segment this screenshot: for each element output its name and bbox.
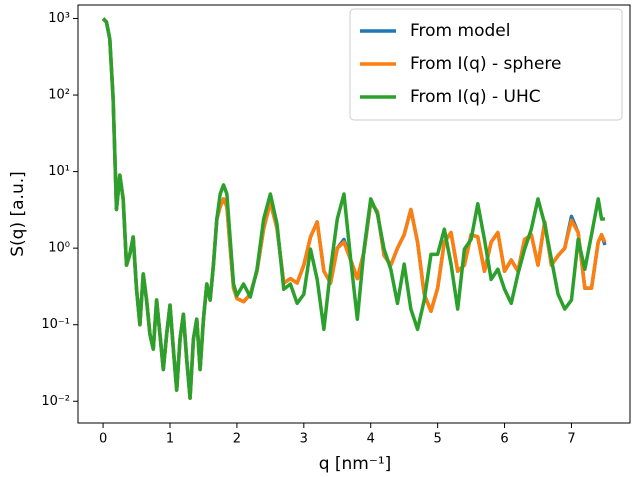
y-tick-label: 10¹	[48, 164, 70, 179]
legend-label: From I(q) - sphere	[410, 54, 562, 74]
legend-label: From I(q) - UHC	[410, 87, 541, 107]
y-tick-label: 10⁰	[48, 241, 70, 256]
x-tick-label: 7	[567, 432, 575, 447]
legend-box	[349, 8, 623, 121]
y-tick-label: 10³	[48, 11, 70, 26]
y-axis-label: S(q) [a.u.]	[8, 171, 28, 257]
x-tick-label: 2	[233, 432, 241, 447]
x-tick-label: 1	[166, 432, 174, 447]
y-tick-label: 10⁻¹	[41, 317, 70, 332]
series-line	[101, 17, 605, 400]
x-tick-label: 3	[300, 432, 308, 447]
x-tick-label: 4	[367, 432, 375, 447]
x-tick-label: 6	[500, 432, 508, 447]
x-axis-label: q [nm⁻¹]	[319, 454, 392, 474]
y-tick-label: 10⁻²	[41, 394, 70, 409]
y-tick-label: 10²	[48, 88, 70, 103]
x-tick-label: 0	[99, 432, 107, 447]
legend-label: From model	[410, 21, 510, 41]
plot-frame	[77, 4, 631, 424]
x-tick-label: 5	[433, 432, 441, 447]
